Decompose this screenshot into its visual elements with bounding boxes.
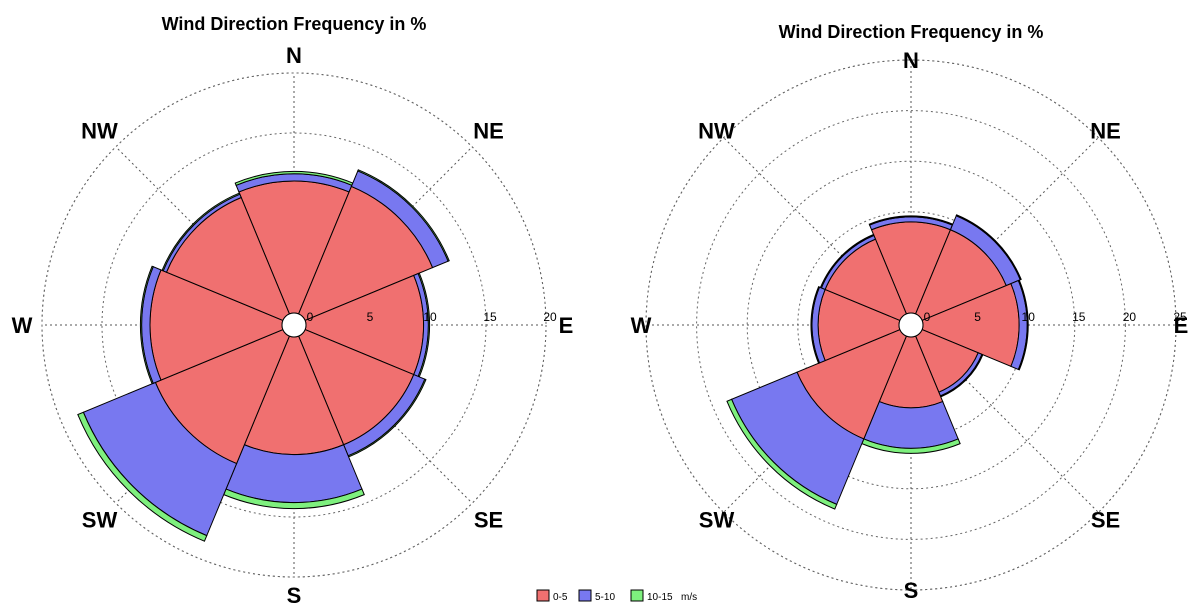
spoke-line (919, 333, 1099, 513)
wind-rose-chart-right: Wind Direction Frequency in % 0 5 10 15 20 25 N… (631, 22, 1188, 603)
direction-label-n: N (286, 43, 302, 68)
chart-legend: 0-5 5-10 10-15 m/s (536, 589, 697, 603)
radial-tick-label: 15 (483, 310, 497, 324)
direction-label-sw: SW (82, 508, 118, 533)
radial-tick-label: 10 (423, 310, 437, 324)
chart-title: Wind Direction Frequency in % (162, 14, 427, 34)
radial-tick-label: 0 (924, 310, 931, 324)
legend-unit: m/s (681, 592, 697, 603)
wedge-sw-10-15 (726, 398, 838, 510)
center-hole (898, 312, 924, 338)
legend-label-0-5: 0-5 (553, 592, 568, 603)
grid-ring-outer (41, 72, 547, 578)
direction-label-e: E (559, 313, 574, 338)
radial-tick-label: 20 (1123, 310, 1137, 324)
spoke-line (919, 137, 1099, 317)
radial-tick-label: 20 (543, 310, 557, 324)
grid-ring-outer (645, 59, 1177, 591)
wedge-s-5-10 (863, 400, 959, 449)
wedge-sw-10-15 (77, 411, 208, 542)
legend-swatch-5-10 (578, 589, 592, 602)
direction-label-s: S (287, 583, 302, 606)
wedge-w-10-15 (810, 286, 821, 364)
direction-label-e: E (1174, 313, 1188, 338)
direction-label-se: SE (1091, 508, 1120, 533)
chart-title: Wind Direction Frequency in % (779, 22, 1044, 42)
legend-swatch-0-5 (536, 589, 550, 602)
radial-tick-label: 5 (974, 310, 981, 324)
direction-label-se: SE (474, 508, 503, 533)
wind-rose-chart-left: Wind Direction Frequency in % 0 5 10 15 20 N NE… (12, 14, 574, 606)
wedge-nw-10-15 (819, 233, 875, 289)
center-hole (281, 312, 307, 338)
legend-swatch-10-15 (630, 589, 644, 602)
direction-label-w: W (12, 313, 33, 338)
direction-label-ne: NE (473, 119, 504, 144)
legend-label-5-10: 5-10 (595, 592, 615, 603)
radial-tick-label: 15 (1072, 310, 1086, 324)
legend-label-10-15: 10-15 (647, 592, 673, 603)
grid-ring (696, 110, 1126, 540)
wedge-nw-10-15 (161, 192, 241, 272)
radial-tick-label: 5 (367, 310, 374, 324)
wedge-e-10-15 (1017, 279, 1029, 371)
direction-label-sw: SW (699, 508, 735, 533)
direction-label-nw: NW (698, 119, 735, 144)
wedge-ne-10-15 (357, 169, 450, 262)
radial-tick-label: 25 (1173, 310, 1187, 324)
direction-label-s: S (904, 578, 919, 603)
radial-tick-label: 10 (1022, 310, 1036, 324)
spoke-line (723, 137, 903, 317)
direction-label-nw: NW (81, 119, 118, 144)
radial-tick-label: 0 (307, 310, 314, 324)
direction-label-w: W (631, 313, 652, 338)
wedge-ne-10-15 (955, 214, 1022, 281)
wedge-w-10-15 (139, 265, 154, 385)
direction-label-ne: NE (1090, 119, 1121, 144)
direction-label-n: N (903, 48, 919, 73)
